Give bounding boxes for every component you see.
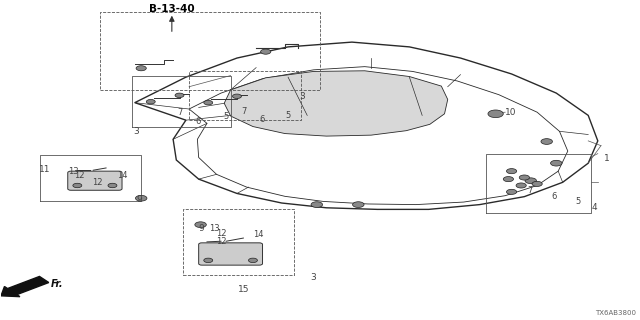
Text: 7: 7 (527, 186, 533, 195)
Text: 3: 3 (300, 92, 305, 101)
Circle shape (175, 93, 184, 98)
Circle shape (516, 183, 526, 188)
Text: 14: 14 (253, 230, 264, 239)
Circle shape (195, 222, 206, 228)
Text: 4: 4 (591, 203, 597, 212)
Circle shape (519, 175, 529, 180)
Circle shape (248, 258, 257, 263)
Circle shape (136, 66, 147, 71)
Text: Fr.: Fr. (51, 279, 63, 289)
Circle shape (260, 49, 271, 54)
Text: 9: 9 (198, 224, 204, 233)
Text: TX6AB3800: TX6AB3800 (595, 310, 636, 316)
Text: 3: 3 (134, 127, 140, 136)
Text: 12: 12 (216, 229, 227, 238)
Circle shape (532, 181, 542, 187)
Text: 13: 13 (68, 167, 78, 176)
Text: 5: 5 (223, 113, 228, 122)
Text: 11: 11 (39, 165, 51, 174)
Circle shape (73, 183, 82, 188)
Text: 9: 9 (136, 195, 142, 204)
Circle shape (136, 196, 147, 201)
Circle shape (108, 183, 117, 188)
Circle shape (232, 94, 241, 99)
Circle shape (550, 160, 562, 166)
Circle shape (525, 178, 536, 184)
Circle shape (506, 189, 516, 195)
Text: 12: 12 (92, 179, 102, 188)
Text: 1: 1 (604, 154, 610, 163)
Text: 6: 6 (259, 115, 265, 124)
FancyBboxPatch shape (198, 243, 262, 265)
Text: 6: 6 (195, 117, 201, 126)
Circle shape (204, 100, 212, 105)
Text: 10: 10 (505, 108, 516, 117)
Text: 5: 5 (575, 197, 580, 206)
Text: 13: 13 (209, 224, 220, 233)
Text: 5: 5 (285, 111, 290, 120)
Polygon shape (224, 71, 448, 136)
Circle shape (147, 100, 156, 104)
Text: 7: 7 (177, 108, 182, 117)
Text: 3: 3 (311, 273, 317, 282)
Circle shape (204, 258, 212, 263)
Text: 7: 7 (241, 107, 246, 116)
FancyBboxPatch shape (68, 171, 122, 190)
Circle shape (503, 177, 513, 182)
Text: 6: 6 (551, 192, 557, 201)
Text: B-13-40: B-13-40 (149, 4, 195, 14)
Text: 15: 15 (237, 284, 249, 293)
Circle shape (488, 110, 503, 118)
Text: 12: 12 (216, 237, 227, 246)
Circle shape (541, 139, 552, 144)
Text: 12: 12 (74, 172, 84, 180)
Circle shape (353, 202, 364, 207)
Circle shape (311, 202, 323, 207)
Text: 14: 14 (118, 172, 128, 180)
FancyArrow shape (1, 276, 49, 297)
Circle shape (506, 169, 516, 174)
